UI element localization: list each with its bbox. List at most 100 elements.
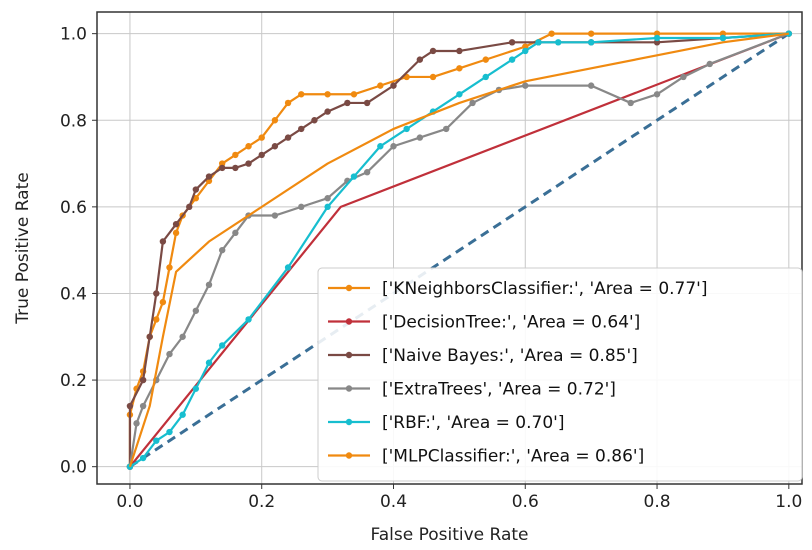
series-point [377,143,384,150]
legend-marker [345,318,353,325]
series-point [719,34,727,42]
series-point [258,134,265,141]
series-point [192,186,200,193]
legend: ['KNeighborsClassifier:', 'Area = 0.77']… [317,267,803,482]
x-tick-label: 0.8 [644,492,671,512]
series-point [706,60,713,68]
series-point [133,420,140,427]
series-point [403,125,410,133]
series-point [653,34,661,42]
series-point [179,411,186,418]
series-4 [126,30,793,470]
series-point [284,99,292,107]
series-point [245,143,252,150]
series-point [298,125,305,133]
y-axis-label: True Positive Rate [13,172,33,324]
x-tick-label: 0.4 [380,492,407,512]
series-line [128,32,789,468]
legend-marker [345,284,353,292]
series-point [456,65,463,72]
series-point [482,56,489,63]
series-point [344,99,351,107]
plot-area-frame [96,11,803,485]
series-point [159,238,167,245]
series-point [456,91,463,98]
y-tick-label: 0.6 [60,198,87,218]
series-point [179,333,186,340]
series-point [258,151,265,159]
series-point [363,99,371,107]
ticks: 0.0 0.2 0.4 0.6 0.8 1.0 0.0 0.2 0.4 0.6 0.8 1.0 [60,25,802,512]
series-point [508,56,516,63]
series-point [146,333,153,340]
series-point [390,143,397,150]
series-point [284,264,292,271]
series-point [363,169,371,176]
series-point [324,203,331,211]
series-point [627,99,634,107]
series-point [192,385,200,392]
legend-entry: ['DecisionTree:', 'Area = 0.64'] [382,313,640,333]
x-tick-label: 0.6 [512,492,539,512]
series-point [680,73,687,81]
series-point [232,151,239,159]
series-point [186,203,193,211]
legend-entry: ['RBF:', 'Area = 0.70'] [382,413,564,433]
x-tick-label: 0.0 [116,492,143,512]
series-point [324,91,331,98]
series-point [271,212,279,219]
series-point [218,246,226,254]
random-guess-diagonal [129,32,790,468]
series-point [653,91,661,98]
series-point [245,316,252,323]
series-point [456,47,463,55]
series-point [416,134,424,141]
y-tick-label: 0.2 [60,371,87,391]
legend-marker [345,452,353,459]
series-point [172,229,180,237]
legend-marker [345,385,353,392]
legend-box [317,267,803,482]
series-point [139,376,147,384]
series-point [587,30,595,37]
series-point [508,39,516,46]
series-point [205,173,213,180]
series-point [298,203,305,211]
series-point [482,73,489,81]
series-point [324,195,331,202]
legend-entry: ['KNeighborsClassifier:', 'Area = 0.77'] [382,279,707,299]
series-point [390,82,397,89]
series-point [298,91,305,98]
series-point [232,164,239,172]
series-point [311,117,318,124]
series-point [377,82,384,89]
series-point [522,82,529,89]
series-point [284,134,292,141]
series-point [232,229,239,237]
series-point [205,281,213,289]
series-point [271,117,279,124]
series-point [469,99,476,107]
series-point [429,73,437,81]
legend-marker [345,418,353,426]
x-axis-label: False Positive Rate [371,525,529,545]
series-point [153,437,160,444]
series-point [429,47,437,55]
series-point [271,143,279,150]
x-tick-label: 1.0 [775,492,802,512]
series-point [139,402,147,410]
series-point [218,164,226,172]
series-point [166,350,173,358]
series-point [535,39,542,46]
series-point [166,264,173,271]
legend-entry: ['Naive Bayes:', 'Area = 0.85'] [382,346,638,366]
series-point [126,402,134,410]
series-3 [126,30,793,470]
series-point [153,316,160,323]
series-point [416,56,424,63]
legend-entry: ['MLPClassifier:', 'Area = 0.86'] [382,447,644,467]
series-point [153,290,160,297]
series-point [350,91,358,98]
series-point [159,298,167,306]
